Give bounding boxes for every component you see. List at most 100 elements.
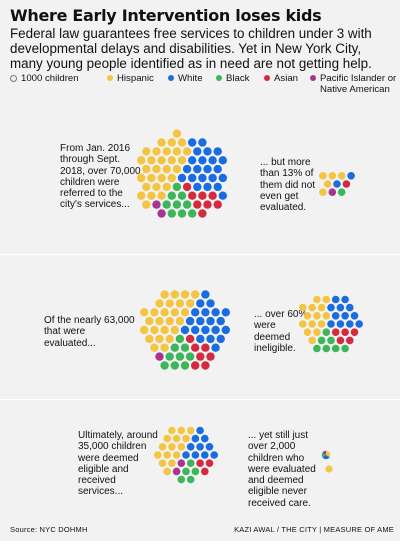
legend-label-asian: Asian	[274, 73, 298, 84]
dot-white	[331, 295, 340, 304]
dot-white	[196, 443, 204, 451]
dot-hispanic	[180, 308, 190, 317]
legend-label-hispanic: Hispanic	[117, 73, 154, 84]
dot-white	[201, 451, 209, 459]
dot-hispanic	[177, 138, 187, 147]
dot-black	[170, 343, 179, 352]
dot-black	[175, 334, 185, 344]
dot-white	[213, 147, 222, 156]
dot-black	[167, 191, 176, 200]
dot-white	[333, 180, 341, 188]
legend-item-pacific-islander-native-american: Pacific Islander or Native American	[310, 73, 398, 95]
legend-swatch-asian	[264, 75, 270, 81]
dot-cluster-received	[154, 426, 218, 484]
dot-hispanic	[157, 156, 166, 165]
legend-label-pacific-islander-native-american: Pacific Islander or Native American	[320, 73, 397, 95]
dot-hispanic	[163, 467, 171, 476]
dot-black	[177, 191, 187, 200]
legend-unit: 1000 children	[10, 73, 79, 84]
dot-black	[180, 361, 190, 370]
dot-hispanic	[177, 426, 186, 435]
dot-hispanic	[168, 459, 176, 468]
dot-hispanic	[157, 138, 166, 147]
dot-asian	[198, 209, 207, 218]
dot-white	[196, 299, 205, 308]
dot-asian	[342, 180, 351, 188]
chart-subtitle: Federal law guarantees free services to …	[10, 26, 372, 71]
dot-white	[206, 299, 215, 308]
dot-black	[180, 343, 190, 352]
dot-white	[341, 312, 349, 320]
dot-hispanic	[308, 303, 317, 312]
dot-white	[346, 303, 354, 312]
dot-hispanic	[191, 290, 200, 299]
dot-white	[201, 434, 209, 443]
dot-hispanic	[163, 434, 171, 443]
legend-unit-circle-icon	[10, 75, 17, 82]
dot-black	[327, 336, 335, 345]
dot-hispanic	[182, 147, 192, 156]
dot-white	[221, 308, 230, 317]
dot-white	[196, 426, 204, 435]
dot-hispanic	[147, 191, 156, 200]
dot-hispanic	[165, 334, 174, 344]
dot-hispanic	[150, 325, 159, 335]
dot-hispanic	[152, 164, 161, 174]
dot-hispanic	[170, 308, 179, 317]
dot-pacific	[177, 459, 186, 468]
dot-hispanic	[317, 320, 326, 328]
dot-hispanic	[157, 191, 166, 200]
dot-hispanic	[172, 451, 181, 459]
legend: 1000 children Hispanic White Black Asian…	[0, 71, 400, 105]
dot-hispanic	[313, 328, 321, 337]
dot-white	[198, 156, 207, 165]
dot-hispanic	[137, 191, 146, 200]
dot-hispanic	[308, 320, 317, 328]
dot-hispanic	[170, 290, 179, 299]
dot-black	[172, 182, 182, 192]
legend-swatch-hispanic	[107, 75, 113, 81]
legend-label-black: Black	[226, 73, 250, 84]
dot-white	[211, 308, 220, 317]
dot-hispanic	[186, 426, 195, 435]
dot-hispanic	[313, 312, 321, 320]
dot-hispanic	[147, 156, 156, 165]
dot-white	[193, 164, 202, 174]
dot-asian	[191, 361, 200, 370]
dot-white	[196, 334, 205, 344]
dot-hispanic	[303, 312, 312, 320]
dot-white	[185, 316, 195, 326]
dot-hispanic	[180, 290, 190, 299]
dot-hispanic	[337, 172, 346, 180]
dot-hispanic	[154, 451, 162, 459]
dot-hispanic	[162, 164, 171, 174]
dot-black	[182, 200, 192, 209]
section-divider	[0, 254, 400, 255]
dot-black	[186, 459, 195, 468]
dot-hispanic	[165, 299, 174, 308]
dot-white	[198, 173, 207, 183]
dot-hispanic	[172, 164, 182, 174]
dot-asian	[336, 336, 345, 345]
dot-white	[193, 182, 202, 192]
dot-asian	[350, 328, 359, 337]
dot-slice-white	[322, 455, 330, 460]
note-not-evaluated: ... but more than 13% of them did not ev…	[260, 157, 316, 214]
dot-hispanic	[160, 325, 169, 335]
dot-pacific	[155, 352, 164, 361]
legend-label-white: White	[178, 73, 203, 84]
dot-hispanic	[142, 164, 151, 174]
dot-hispanic	[165, 316, 174, 326]
dot-white	[206, 316, 215, 326]
dot-white	[182, 451, 190, 459]
dot-hispanic	[152, 147, 161, 156]
dot-hispanic	[167, 173, 176, 183]
dot-white	[191, 308, 200, 317]
legend-swatch-white	[168, 75, 174, 81]
dot-white	[201, 290, 210, 299]
dot-black	[167, 209, 176, 218]
dot-hispanic	[182, 434, 190, 443]
dot-hispanic	[155, 316, 164, 326]
dot-white	[191, 434, 200, 443]
